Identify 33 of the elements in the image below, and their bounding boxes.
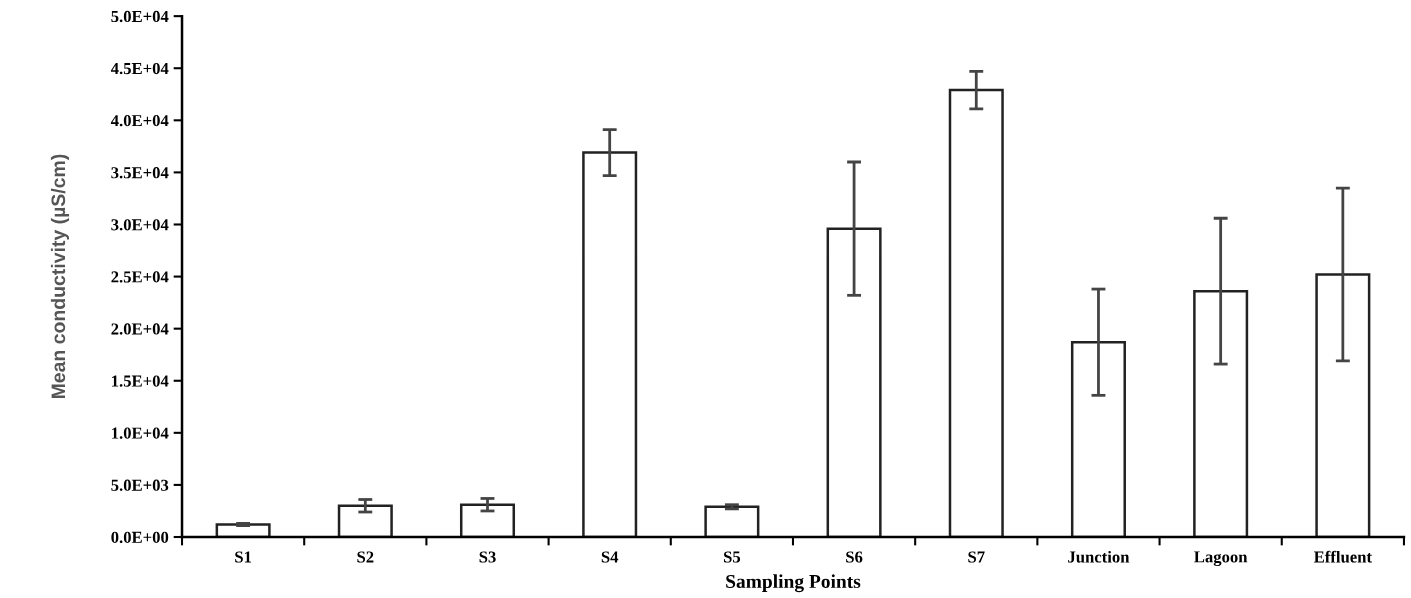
x-tick-label: S4 [601,551,619,563]
y-tick-label: 1.0E+04 [112,427,169,439]
x-tick-label: S5 [723,551,741,563]
x-tick-label: S6 [846,551,863,563]
y-tick-label: 2.5E+04 [111,271,169,283]
y-tick-label: 4.5E+04 [110,62,169,75]
x-tick-label: Junction [1068,550,1130,563]
y-tick-label: 1.5E+04 [112,375,169,387]
y-tick-label: 5.0E+03 [111,479,169,491]
y-axis-title: Mean conductivity (µS/cm) [50,154,70,399]
x-tick-label: S1 [235,551,252,563]
y-tick-label: 0.0E+00 [111,531,169,544]
bar [582,151,638,537]
bar [337,504,393,537]
y-tick-label: 2.0E+04 [111,323,169,335]
bar [1070,340,1126,537]
bar [459,503,516,537]
y-tick-label: 5.0E+04 [111,10,169,23]
bar [1193,289,1249,537]
bar [1315,273,1371,537]
x-tick-label: S7 [968,551,985,563]
x-axis-title: Sampling Points [726,574,861,593]
y-tick-label: 3.5E+04 [111,167,169,179]
x-tick-label: Lagoon [1194,551,1248,567]
bar [704,505,760,537]
x-tick-label: S2 [357,551,374,563]
bar [826,227,882,537]
bar [948,88,1004,537]
y-tick-label: 4.0E+04 [110,115,169,127]
y-tick-label: 3.0E+04 [111,219,169,231]
x-tick-label: S3 [479,551,496,563]
bar [215,523,271,537]
x-tick-label: Effluent [1313,550,1372,563]
